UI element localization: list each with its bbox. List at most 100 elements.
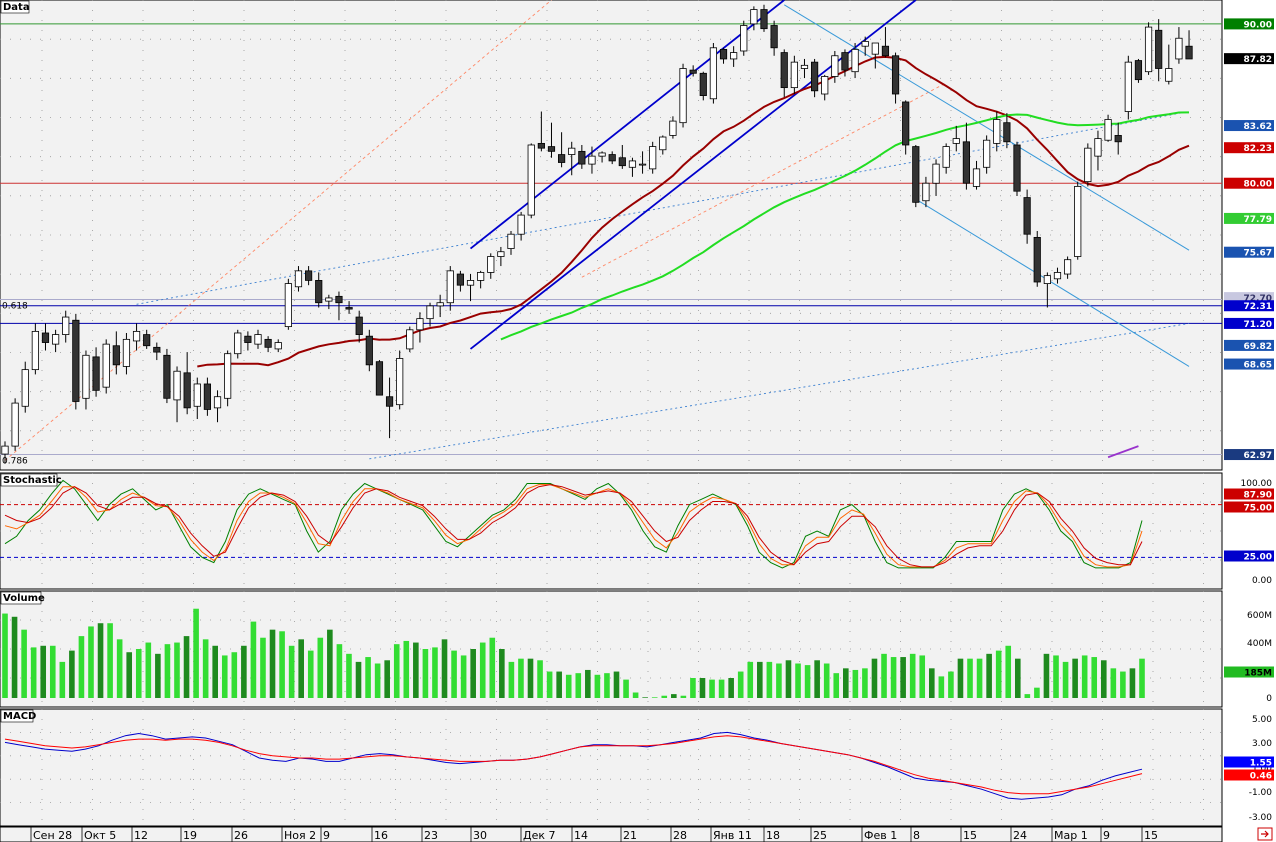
candle[interactable]	[274, 339, 282, 353]
candle[interactable]	[466, 274, 475, 302]
candle[interactable]	[224, 350, 232, 407]
candle[interactable]	[1084, 143, 1092, 187]
candle[interactable]	[1165, 44, 1173, 85]
candle[interactable]	[1033, 231, 1041, 287]
volume-pane[interactable]: 600M 400M 185M 0 Volume	[0, 590, 1274, 708]
short-purple-line[interactable]	[1107, 445, 1139, 459]
candle[interactable]	[952, 125, 960, 152]
candle[interactable]	[709, 43, 718, 104]
candle[interactable]	[537, 111, 545, 152]
candle[interactable]	[244, 331, 252, 351]
candle[interactable]	[831, 50, 839, 83]
candle[interactable]	[1124, 55, 1132, 120]
candle[interactable]	[760, 4, 768, 32]
candle[interactable]	[254, 329, 262, 349]
candle[interactable]	[932, 159, 940, 196]
candle[interactable]	[335, 291, 343, 321]
candle[interactable]	[811, 58, 819, 98]
candle[interactable]	[558, 132, 566, 168]
candle[interactable]	[740, 20, 748, 56]
candle[interactable]	[1053, 267, 1062, 284]
candle[interactable]	[82, 350, 90, 410]
candle[interactable]	[1013, 141, 1021, 196]
falling-channel-upper-line[interactable]	[783, 4, 1190, 251]
candle[interactable]	[31, 323, 39, 375]
fib-trendline-right[interactable]	[581, 82, 947, 278]
candle[interactable]	[1134, 58, 1143, 83]
candle[interactable]	[800, 58, 809, 79]
candle[interactable]	[21, 361, 29, 413]
candle[interactable]	[315, 272, 323, 308]
candle[interactable]	[659, 135, 667, 155]
candle[interactable]	[547, 122, 556, 158]
candle[interactable]	[163, 348, 171, 404]
candle[interactable]	[1074, 181, 1082, 260]
candle[interactable]	[406, 326, 414, 353]
candle[interactable]	[143, 329, 151, 349]
candle[interactable]	[568, 141, 576, 176]
candle[interactable]	[52, 329, 60, 353]
candle[interactable]	[477, 270, 485, 289]
candle[interactable]	[446, 266, 454, 311]
candle[interactable]	[851, 43, 859, 79]
candle[interactable]	[881, 27, 890, 58]
candle[interactable]	[730, 46, 738, 67]
candle[interactable]	[284, 278, 292, 330]
candle[interactable]	[719, 47, 728, 64]
candle[interactable]	[183, 352, 191, 415]
candle[interactable]	[891, 52, 900, 104]
candle[interactable]	[456, 270, 465, 292]
candle[interactable]	[517, 211, 525, 241]
candle[interactable]	[173, 366, 181, 423]
candle[interactable]	[122, 332, 131, 375]
stochastic-pane[interactable]: 100.00 87.90 75.00 25.00 0.00 Stochastic	[0, 472, 1274, 590]
candle[interactable]	[1155, 19, 1163, 82]
candle[interactable]	[375, 360, 384, 396]
candle[interactable]	[669, 116, 677, 139]
candle[interactable]	[1144, 22, 1153, 75]
candle[interactable]	[638, 151, 647, 174]
candle[interactable]	[345, 301, 353, 314]
candle[interactable]	[922, 176, 930, 208]
candle[interactable]	[112, 331, 120, 375]
candle[interactable]	[993, 111, 1001, 152]
candle[interactable]	[41, 323, 50, 351]
candle[interactable]	[1094, 130, 1102, 171]
candle[interactable]	[821, 74, 829, 101]
candle[interactable]	[527, 143, 535, 219]
candle[interactable]	[304, 266, 313, 286]
candle[interactable]	[598, 151, 606, 163]
candle[interactable]	[385, 377, 394, 439]
candle[interactable]	[942, 143, 950, 174]
candle[interactable]	[1104, 114, 1112, 142]
candle[interactable]	[234, 329, 242, 359]
candle[interactable]	[294, 266, 303, 292]
candle[interactable]	[1114, 122, 1122, 155]
candle[interactable]	[912, 144, 920, 208]
candle[interactable]	[62, 310, 70, 343]
candle[interactable]	[426, 302, 434, 327]
candle[interactable]	[902, 100, 910, 155]
candle[interactable]	[780, 49, 788, 98]
candle[interactable]	[325, 294, 333, 310]
candle[interactable]	[841, 49, 849, 77]
candle[interactable]	[588, 146, 596, 174]
candle[interactable]	[264, 336, 272, 353]
candle[interactable]	[1003, 113, 1011, 149]
candle[interactable]	[92, 347, 100, 397]
candle[interactable]	[871, 42, 879, 69]
candle[interactable]	[203, 377, 211, 416]
candle[interactable]	[1064, 256, 1072, 279]
candle[interactable]	[628, 157, 637, 177]
candle[interactable]	[649, 141, 657, 174]
candle[interactable]	[72, 313, 80, 410]
macd-pane[interactable]: 5.00 3.00 1.00 -1.00 -3.00 1.55 0.46 MACD	[0, 708, 1274, 827]
candle[interactable]	[1175, 27, 1183, 64]
price-pane[interactable]: 0.618 0.786 90.00 87.82 83.62 82.23 80.00 77.7…	[0, 0, 1274, 471]
rising-channel-upper-line[interactable]	[469, 0, 785, 250]
candle[interactable]	[962, 122, 971, 190]
candle[interactable]	[507, 231, 515, 255]
candle[interactable]	[487, 253, 495, 279]
candle[interactable]	[861, 36, 869, 56]
